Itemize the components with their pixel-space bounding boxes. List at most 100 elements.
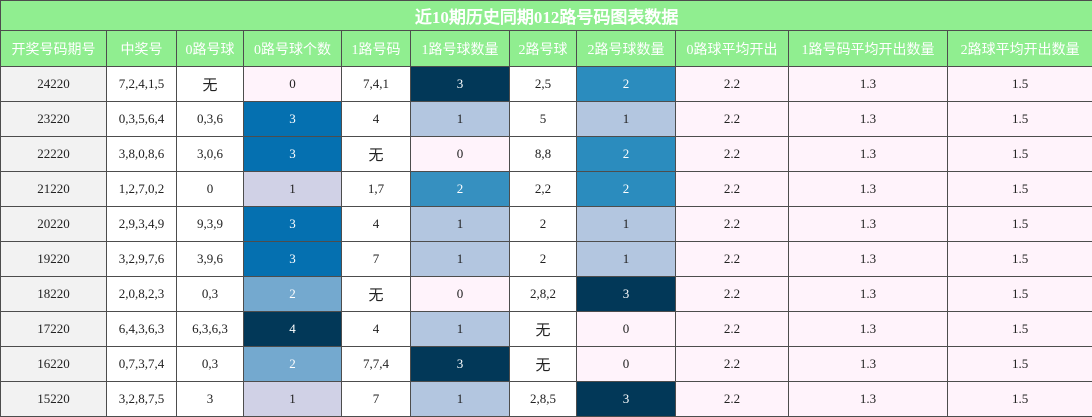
cell-route2-count: 3 xyxy=(577,382,676,417)
cell-route2-count: 1 xyxy=(577,102,676,137)
table-title: 近10期历史同期012路号码图表数据 xyxy=(1,1,1092,31)
cell-route2-count: 0 xyxy=(577,312,676,347)
cell-route1-count: 1 xyxy=(411,102,510,137)
cell-route2-balls: 2,8,2 xyxy=(510,277,577,312)
cell-route1-balls: 7 xyxy=(342,242,411,277)
cell-winning-number: 7,2,4,1,5 xyxy=(107,67,177,102)
cell-route0-balls: 0,3 xyxy=(177,347,244,382)
cell-route2-balls: 2 xyxy=(510,207,577,242)
cell-route2-avg: 1.5 xyxy=(948,312,1092,347)
cell-route1-avg: 1.3 xyxy=(789,137,948,172)
cell-route1-count: 2 xyxy=(411,172,510,207)
cell-route2-balls: 无 xyxy=(510,312,577,347)
cell-route1-count: 1 xyxy=(411,312,510,347)
cell-route2-avg: 1.5 xyxy=(948,382,1092,417)
cell-issue: 19220 xyxy=(1,242,107,277)
cell-route2-avg: 1.5 xyxy=(948,347,1092,382)
cell-route2-count: 2 xyxy=(577,172,676,207)
cell-route0-count: 2 xyxy=(244,347,342,382)
cell-issue: 24220 xyxy=(1,67,107,102)
col-header-route1-balls: 1路号码 xyxy=(342,31,411,67)
cell-route0-count: 0 xyxy=(244,67,342,102)
cell-route1-avg: 1.3 xyxy=(789,67,948,102)
cell-route0-avg: 2.2 xyxy=(676,347,789,382)
cell-winning-number: 2,0,8,2,3 xyxy=(107,277,177,312)
cell-route0-avg: 2.2 xyxy=(676,172,789,207)
cell-route0-count: 3 xyxy=(244,137,342,172)
cell-route0-avg: 2.2 xyxy=(676,67,789,102)
cell-route0-count: 3 xyxy=(244,102,342,137)
cell-route1-avg: 1.3 xyxy=(789,312,948,347)
cell-route1-avg: 1.3 xyxy=(789,102,948,137)
cell-route0-balls: 无 xyxy=(177,67,244,102)
cell-route1-balls: 7 xyxy=(342,382,411,417)
cell-route0-avg: 2.2 xyxy=(676,382,789,417)
cell-route2-avg: 1.5 xyxy=(948,242,1092,277)
cell-route0-balls: 0 xyxy=(177,172,244,207)
cell-route1-avg: 1.3 xyxy=(789,207,948,242)
cell-route1-balls: 7,7,4 xyxy=(342,347,411,382)
col-header-route1-count: 1路号球数量 xyxy=(411,31,510,67)
cell-route1-avg: 1.3 xyxy=(789,347,948,382)
cell-route0-avg: 2.2 xyxy=(676,207,789,242)
cell-route2-balls: 5 xyxy=(510,102,577,137)
cell-route0-balls: 3 xyxy=(177,382,244,417)
cell-route0-balls: 0,3,6 xyxy=(177,102,244,137)
cell-route0-avg: 2.2 xyxy=(676,102,789,137)
cell-route2-avg: 1.5 xyxy=(948,137,1092,172)
cell-route1-balls: 无 xyxy=(342,277,411,312)
cell-route1-balls: 4 xyxy=(342,102,411,137)
cell-route2-balls: 无 xyxy=(510,347,577,382)
cell-route2-count: 0 xyxy=(577,347,676,382)
cell-route2-count: 3 xyxy=(577,277,676,312)
cell-route0-balls: 3,0,6 xyxy=(177,137,244,172)
cell-route2-avg: 1.5 xyxy=(948,67,1092,102)
cell-route2-avg: 1.5 xyxy=(948,102,1092,137)
cell-route0-balls: 6,3,6,3 xyxy=(177,312,244,347)
cell-route2-balls: 8,8 xyxy=(510,137,577,172)
cell-route1-count: 1 xyxy=(411,207,510,242)
cell-route2-avg: 1.5 xyxy=(948,207,1092,242)
cell-route1-balls: 4 xyxy=(342,312,411,347)
cell-route0-avg: 2.2 xyxy=(676,312,789,347)
cell-route1-count: 3 xyxy=(411,67,510,102)
cell-route2-avg: 1.5 xyxy=(948,172,1092,207)
cell-route2-balls: 2,8,5 xyxy=(510,382,577,417)
cell-winning-number: 0,3,5,6,4 xyxy=(107,102,177,137)
cell-route0-count: 3 xyxy=(244,242,342,277)
cell-route2-balls: 2 xyxy=(510,242,577,277)
cell-route0-avg: 2.2 xyxy=(676,277,789,312)
cell-winning-number: 3,2,8,7,5 xyxy=(107,382,177,417)
cell-route2-count: 2 xyxy=(577,67,676,102)
cell-issue: 16220 xyxy=(1,347,107,382)
cell-route0-count: 1 xyxy=(244,382,342,417)
cell-winning-number: 3,2,9,7,6 xyxy=(107,242,177,277)
col-header-route2-count: 2路号球数量 xyxy=(577,31,676,67)
col-header-winning-number: 中奖号 xyxy=(107,31,177,67)
cell-route0-count: 1 xyxy=(244,172,342,207)
cell-route0-avg: 2.2 xyxy=(676,242,789,277)
cell-route0-count: 4 xyxy=(244,312,342,347)
col-header-route0-balls: 0路号球 xyxy=(177,31,244,67)
cell-winning-number: 0,7,3,7,4 xyxy=(107,347,177,382)
cell-route2-count: 2 xyxy=(577,137,676,172)
cell-route1-balls: 7,4,1 xyxy=(342,67,411,102)
cell-issue: 23220 xyxy=(1,102,107,137)
cell-route1-balls: 1,7 xyxy=(342,172,411,207)
cell-route1-count: 0 xyxy=(411,137,510,172)
cell-route2-balls: 2,5 xyxy=(510,67,577,102)
cell-winning-number: 3,8,0,8,6 xyxy=(107,137,177,172)
cell-route1-avg: 1.3 xyxy=(789,172,948,207)
